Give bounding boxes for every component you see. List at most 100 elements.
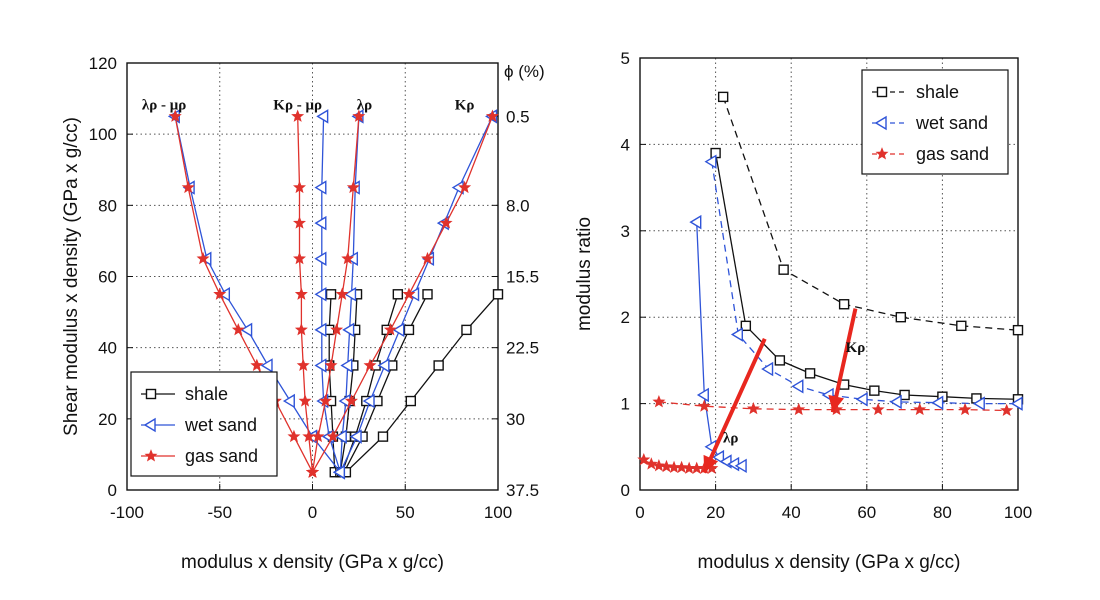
series-shale-kρ	[717, 91, 1024, 336]
data-point	[318, 394, 332, 407]
x-tick-label: 0	[635, 503, 644, 522]
data-point	[392, 289, 404, 300]
x-tick-label: 40	[782, 503, 801, 522]
data-point	[740, 320, 752, 332]
data-point	[746, 401, 760, 415]
data-point	[899, 389, 910, 401]
data-point	[913, 402, 927, 416]
data-point	[352, 109, 366, 122]
annotation-label: λρ	[357, 97, 372, 113]
y-tick-label: 4	[621, 135, 630, 154]
data-point	[675, 460, 689, 474]
data-point	[332, 464, 346, 480]
legend-label: gas sand	[916, 144, 989, 164]
data-point	[294, 323, 308, 336]
data-point	[341, 251, 355, 265]
legend-label: wet sand	[184, 415, 257, 435]
data-point	[1010, 396, 1023, 411]
legend-marker	[875, 147, 889, 160]
data-point	[326, 429, 340, 443]
series-line	[311, 116, 494, 473]
data-point	[311, 429, 325, 443]
data-point	[344, 287, 357, 302]
data-point	[439, 216, 453, 229]
y-tick-label: 0	[108, 481, 117, 500]
series-wet-sand-kρ	[704, 154, 1023, 411]
legend-label: shale	[185, 384, 228, 404]
data-point	[791, 379, 804, 394]
data-point	[704, 154, 717, 169]
series-line	[345, 293, 499, 473]
data-point	[362, 393, 375, 409]
data-point	[1012, 324, 1024, 336]
data-point	[492, 289, 504, 300]
data-point	[306, 465, 319, 478]
legend-marker	[874, 115, 887, 131]
data-point	[316, 109, 329, 124]
arrow-shaft	[830, 308, 858, 413]
data-point	[346, 180, 360, 194]
data-point	[293, 180, 307, 194]
y-tick-label: 3	[621, 222, 630, 241]
series-line	[711, 161, 1018, 405]
data-point	[330, 323, 344, 336]
data-point	[931, 395, 944, 410]
data-point	[383, 323, 397, 336]
x-tick-label: 100	[1004, 503, 1032, 522]
data-point	[792, 402, 806, 416]
x-tick-label: -50	[207, 503, 232, 522]
right-tick-label: 22.5	[506, 339, 539, 358]
plot-frame	[639, 57, 1019, 491]
series-line	[339, 294, 358, 473]
annotation-label: Kρ - μρ	[273, 97, 322, 113]
series-line	[343, 294, 429, 473]
data-point	[344, 394, 358, 407]
y-tick-label: 0	[621, 481, 630, 500]
annotation-label: Kρ	[846, 340, 866, 356]
data-point	[659, 459, 673, 473]
data-point	[644, 457, 658, 470]
series-line	[341, 294, 399, 473]
data-point	[168, 109, 182, 122]
y-tick-label: 80	[98, 196, 117, 215]
right-tick-label: 0.5	[506, 107, 530, 126]
series-line	[297, 116, 314, 473]
legend-label: wet sand	[915, 113, 988, 133]
data-point	[403, 324, 415, 336]
y-tick-label: 1	[621, 395, 630, 414]
data-point	[324, 358, 338, 371]
x-tick-label: 20	[706, 503, 725, 522]
data-point	[250, 358, 264, 371]
data-point	[291, 109, 305, 122]
data-point	[293, 251, 307, 265]
data-point	[433, 360, 444, 371]
series-line	[321, 116, 341, 473]
x-tick-label: 100	[484, 503, 512, 522]
series-line	[722, 96, 1019, 331]
data-point	[869, 385, 880, 396]
data-point	[314, 287, 327, 302]
data-point	[363, 358, 377, 371]
series-gas-sand-kρ	[652, 395, 1014, 417]
data-point	[422, 289, 433, 300]
data-point	[325, 289, 337, 300]
data-point	[804, 368, 816, 379]
y-axis-label: Shear modulus x density (GPa x g/cc)	[61, 117, 82, 436]
annotation-label: Kρ	[455, 97, 475, 113]
x-tick-label: 0	[308, 503, 317, 522]
data-point	[240, 322, 253, 338]
data-point	[287, 429, 301, 443]
y-tick-label: 60	[98, 268, 117, 287]
data-point	[334, 429, 347, 444]
data-point	[895, 312, 907, 323]
arrow-head	[828, 394, 845, 413]
data-point	[294, 287, 308, 300]
x-axis-label: modulus x density (GPa x g/cc)	[698, 552, 961, 573]
data-point	[392, 322, 405, 338]
data-point	[761, 361, 774, 377]
data-point	[734, 458, 747, 474]
data-point	[485, 109, 499, 122]
data-point	[196, 251, 210, 265]
data-point	[298, 394, 312, 407]
